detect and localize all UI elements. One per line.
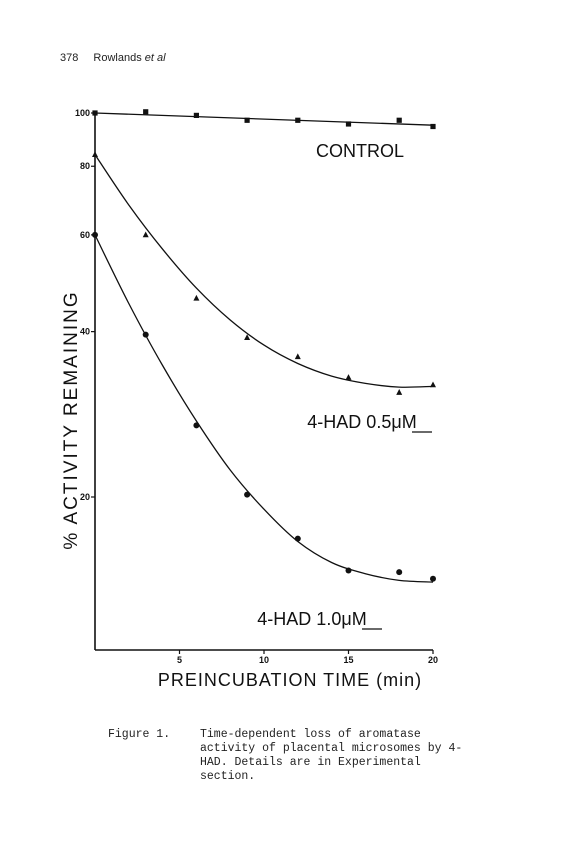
authors: Rowlands [93, 52, 142, 64]
page-header: 378 Rowlands et al [60, 52, 166, 64]
data-point-series-1 [143, 109, 149, 115]
data-points [92, 109, 436, 582]
data-point-series-3 [244, 491, 251, 498]
data-point-series-3 [345, 567, 352, 574]
y-tick-label: 60 [80, 230, 90, 240]
data-point-series-1 [345, 121, 352, 127]
series-labels: CONTROL 4-HAD 0.5μM 4-HAD 1.0μM [257, 141, 432, 630]
caption-text: Time-dependent loss of aromatase activit… [200, 728, 463, 783]
figure-caption: Figure 1. Time-dependent loss of aromata… [108, 728, 470, 784]
x-tick-label: 15 [343, 655, 353, 665]
chart-axes: 5 10 15 20 20 40 60 80 100 PREINCUBATION TIME (mi… [75, 108, 438, 690]
authors-etal: et al [144, 52, 166, 64]
y-axis-label: % ACTIVITY REMAINING [61, 290, 82, 550]
fit-curve-series-3 [94, 234, 434, 583]
data-point-series-1 [396, 117, 402, 123]
data-point-series-2 [294, 353, 301, 360]
series-label-1: CONTROL [316, 141, 404, 161]
data-point-series-3 [142, 331, 149, 338]
fit-curves [94, 112, 434, 583]
data-point-series-2 [430, 381, 436, 388]
series-label-2: 4-HAD 0.5μM [307, 412, 416, 432]
data-point-series-1 [430, 123, 436, 130]
x-tick-label: 5 [177, 655, 182, 665]
series-label-3: 4-HAD 1.0μM [257, 609, 366, 629]
data-point-series-2 [193, 294, 200, 301]
data-point-series-2 [345, 374, 352, 380]
data-point-series-3 [92, 231, 98, 238]
data-point-series-1 [295, 117, 301, 123]
data-point-series-2 [92, 151, 98, 157]
x-tick-label: 10 [259, 655, 269, 665]
caption-label: Figure 1. [108, 728, 171, 741]
data-point-series-1 [244, 117, 250, 123]
data-point-series-3 [430, 575, 436, 582]
x-axis-label: PREINCUBATION TIME (min) [158, 670, 422, 690]
data-point-series-3 [193, 422, 200, 429]
data-point-series-3 [396, 569, 403, 576]
page-number: 378 [60, 52, 79, 64]
data-point-series-1 [193, 112, 199, 118]
y-tick-label: 40 [80, 327, 90, 337]
y-tick-label: 20 [80, 492, 90, 502]
data-point-series-2 [396, 389, 403, 395]
data-point-series-2 [244, 334, 251, 341]
data-point-series-1 [92, 110, 98, 116]
y-tick-label: 80 [80, 161, 90, 171]
x-tick-label: 20 [428, 655, 438, 665]
data-point-series-2 [142, 231, 149, 238]
data-point-series-3 [294, 535, 301, 542]
fit-curve-series-1 [94, 112, 434, 126]
fit-curve-series-2 [94, 154, 434, 388]
y-tick-label: 100 [75, 108, 90, 118]
